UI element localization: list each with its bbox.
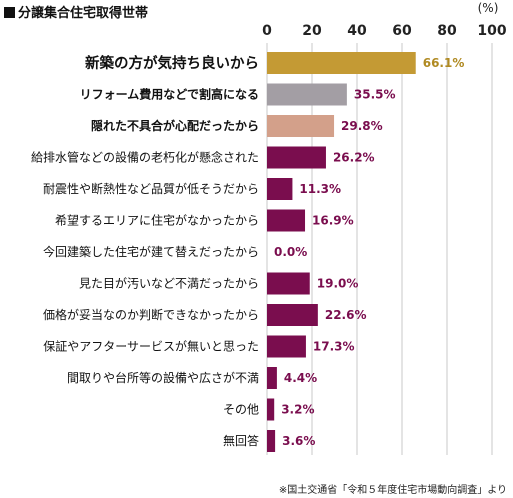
bar	[267, 304, 318, 326]
bar	[267, 146, 326, 169]
bar	[267, 178, 293, 200]
bar	[267, 272, 310, 295]
category-label: 間取りや台所等の設備や広さが不満	[67, 370, 259, 385]
source-note: ※国土交通省「令和５年度住宅市場動向調査」より	[278, 485, 507, 496]
data-label: 19.0%	[317, 277, 359, 291]
axis-unit-label: (%)	[478, 1, 499, 15]
x-tick-label: 60	[392, 23, 412, 39]
data-label: 3.6%	[282, 434, 315, 448]
data-label: 26.2%	[333, 151, 375, 165]
bar	[267, 398, 275, 421]
category-label: リフォーム費用などで割高になる	[80, 87, 259, 102]
x-tick-label: 100	[477, 23, 506, 39]
bar	[267, 83, 347, 106]
category-label: 新築の方が気持ち良いから	[85, 54, 259, 72]
category-label: 価格が妥当なのか判断できなかったから	[43, 307, 259, 322]
category-label: 希望するエリアに住宅がなかったから	[55, 213, 259, 228]
data-label: 17.3%	[313, 340, 355, 354]
category-label: 見た目が汚いなど不満だったから	[79, 276, 259, 291]
bar	[267, 335, 306, 358]
category-label: 今回建築した住宅が建て替えだったから	[43, 244, 259, 259]
data-label: 66.1%	[423, 56, 465, 70]
x-tick-label: 0	[262, 23, 272, 39]
data-label: 29.8%	[341, 119, 383, 133]
bar	[267, 209, 306, 232]
x-tick-label: 80	[437, 23, 457, 39]
category-label: 保証やアフターサービスが無いと思った	[43, 339, 259, 354]
square-bullet-icon	[4, 7, 15, 18]
category-label: その他	[223, 403, 259, 417]
data-label: 4.4%	[284, 371, 317, 385]
category-label: 給排水管などの設備の老朽化が懸念された	[31, 150, 259, 165]
category-label: 耐震性や断熱性など品質が低そうだから	[43, 181, 259, 196]
data-label: 3.2%	[281, 403, 314, 417]
data-label: 22.6%	[325, 308, 367, 322]
x-tick-label: 20	[302, 23, 322, 39]
data-label: 11.3%	[299, 182, 341, 196]
data-label: 0.0%	[274, 245, 307, 259]
data-label: 35.5%	[354, 88, 396, 102]
category-label: 隠れた不具合が心配だったから	[91, 118, 259, 133]
x-tick-label: 40	[347, 23, 367, 39]
chart-title-text: 分譲集合住宅取得世帯	[18, 6, 149, 21]
bar	[267, 115, 335, 137]
bar	[267, 430, 276, 452]
bar	[267, 52, 416, 74]
category-label: 無回答	[223, 433, 259, 448]
bar	[267, 367, 277, 389]
chart-title: 分譲集合住宅取得世帯	[4, 2, 148, 21]
data-label: 16.9%	[312, 214, 354, 228]
